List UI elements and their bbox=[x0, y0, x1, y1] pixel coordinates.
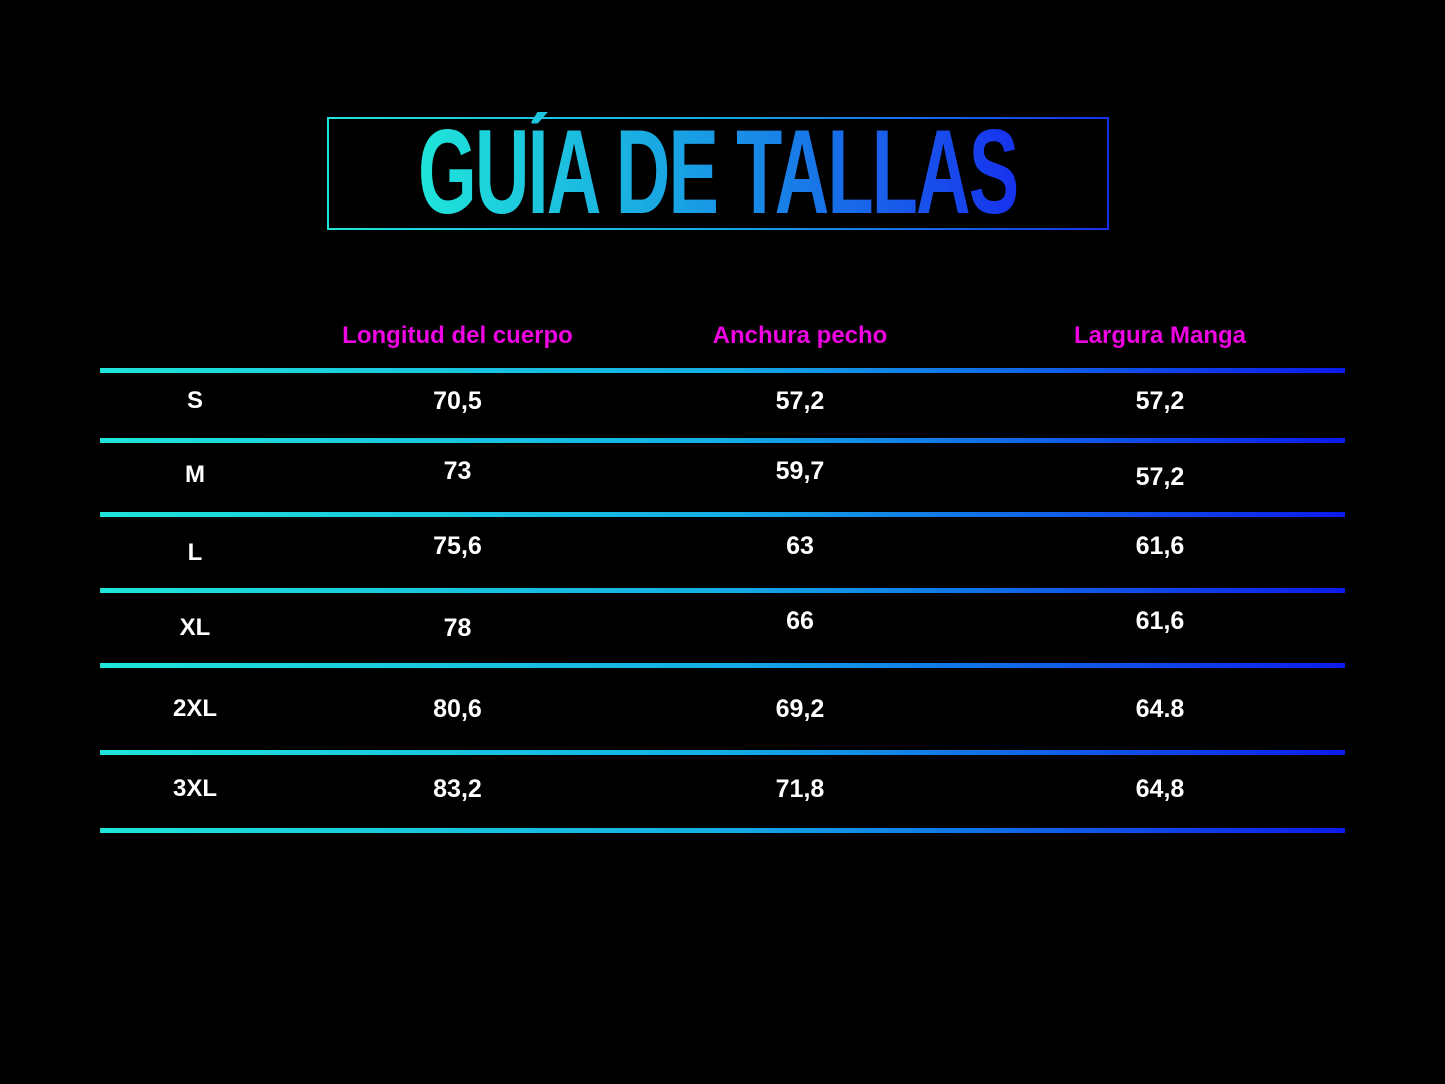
value-cell-anchura: 71,8 bbox=[775, 774, 825, 803]
divider-line bbox=[100, 512, 1345, 517]
size-label: 2XL bbox=[172, 695, 217, 722]
divider-line bbox=[100, 663, 1345, 668]
value-cell-longitud: 73 bbox=[443, 457, 472, 485]
size-label: 3XL bbox=[172, 775, 217, 802]
column-header-longitud: Longitud del cuerpo bbox=[342, 322, 573, 349]
value-cell-longitud: 80,6 bbox=[433, 694, 482, 723]
value-cell-longitud: 75,6 bbox=[433, 532, 482, 560]
value-cell-manga: 57,2 bbox=[1135, 463, 1185, 491]
divider-line bbox=[100, 438, 1345, 443]
value-cell-manga: 57,2 bbox=[1135, 386, 1185, 415]
table-row: S 70,5 57,2 57,2 bbox=[100, 373, 1345, 438]
size-label: M bbox=[185, 460, 205, 488]
table-header-row: Longitud del cuerpo Anchura pecho Largur… bbox=[100, 320, 1345, 352]
column-header-anchura: Anchura pecho bbox=[712, 322, 888, 349]
table-row: XL 78 66 61,6 bbox=[100, 593, 1345, 663]
page-title: GUÍA DE TALLAS bbox=[418, 104, 1019, 239]
corner-cell bbox=[100, 320, 290, 352]
value-cell-manga: 61,6 bbox=[1135, 532, 1185, 560]
value-cell-anchura: 69,2 bbox=[775, 694, 825, 723]
divider-line bbox=[100, 368, 1345, 373]
value-cell-longitud: 70,5 bbox=[433, 386, 482, 415]
size-label: S bbox=[186, 387, 203, 414]
value-cell-manga: 61,6 bbox=[1135, 607, 1185, 635]
divider-line bbox=[100, 828, 1345, 833]
column-header-largura: Largura Manga bbox=[1073, 322, 1247, 349]
value-cell-anchura: 66 bbox=[786, 607, 814, 635]
size-label: L bbox=[187, 538, 203, 566]
title-banner: GUÍA DE TALLAS bbox=[327, 112, 1109, 232]
table-row: M 73 59,7 57,2 bbox=[100, 443, 1345, 512]
value-cell-longitud: 83,2 bbox=[433, 774, 482, 803]
value-cell-anchura: 59,7 bbox=[775, 457, 825, 485]
table-row: 3XL 83,2 71,8 64,8 bbox=[100, 755, 1345, 828]
value-cell-manga: 64.8 bbox=[1135, 694, 1185, 723]
table-row: L 75,6 63 61,6 bbox=[100, 517, 1345, 588]
value-cell-anchura: 57,2 bbox=[775, 386, 825, 415]
value-cell-anchura: 63 bbox=[786, 532, 814, 560]
divider-line bbox=[100, 750, 1345, 755]
table-row: 2XL 80,6 69,2 64.8 bbox=[100, 668, 1345, 750]
value-cell-longitud: 78 bbox=[443, 613, 472, 642]
value-cell-manga: 64,8 bbox=[1135, 774, 1185, 803]
size-label: XL bbox=[179, 614, 211, 641]
divider-line bbox=[100, 588, 1345, 593]
